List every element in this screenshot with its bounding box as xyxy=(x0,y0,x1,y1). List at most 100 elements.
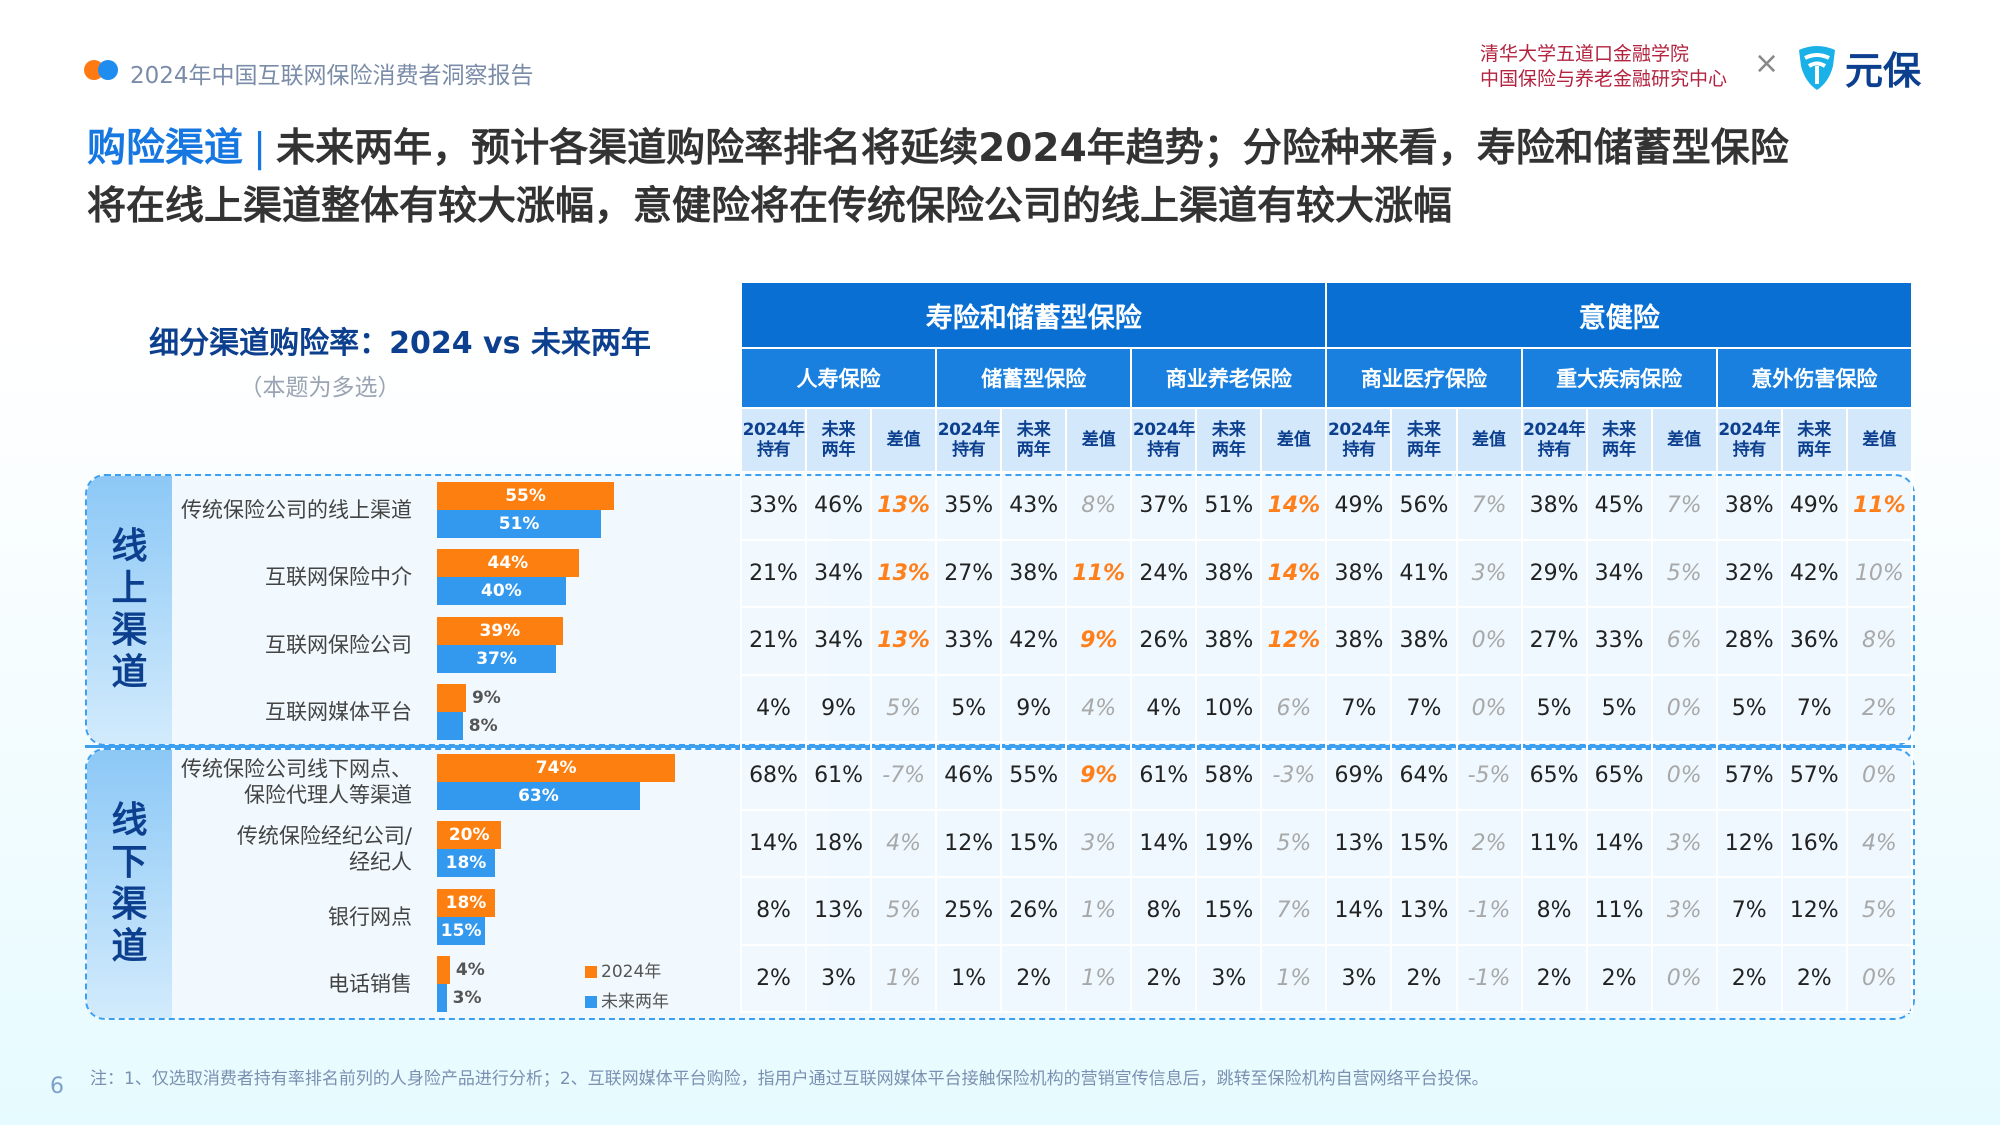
diff-cell: -7% xyxy=(870,741,938,811)
column-header: 差值 xyxy=(1065,407,1133,473)
column-header: 2024年持有 xyxy=(1130,407,1198,473)
table-row: 4% 9% 5% 5% 9% 4% 4% 10% 6% 7% 7% 0% 5% 5% 0% 5% 7% 2% xyxy=(739,673,1914,743)
bar-2024: 44% xyxy=(437,549,579,578)
column-header: 差值 xyxy=(870,407,938,473)
chart-title: 细分渠道购险率：2024 vs 未来两年 xyxy=(149,326,651,361)
bar-2024: 55% xyxy=(437,481,615,510)
rate-cell: 49% xyxy=(1780,471,1848,541)
rate-cell: 14% xyxy=(1585,808,1653,878)
rate-cell: 7% xyxy=(1325,673,1393,743)
diff-cell: 7% xyxy=(1650,471,1718,541)
diff-cell: 5% xyxy=(1260,808,1328,878)
rate-cell: 27% xyxy=(935,538,1003,608)
rate-cell: 8% xyxy=(1130,876,1198,946)
bar-2024: 74% xyxy=(437,753,676,782)
diff-cell: 13% xyxy=(870,538,938,608)
diff-cell: 4% xyxy=(1065,673,1133,743)
rate-cell: 32% xyxy=(1715,538,1783,608)
rate-cell: 38% xyxy=(1000,538,1068,608)
rate-cell: 42% xyxy=(1780,538,1848,608)
diff-cell: 13% xyxy=(870,471,938,541)
category-label: 传统保险经纪公司/经纪人 xyxy=(236,824,412,875)
rate-cell: 5% xyxy=(1520,673,1588,743)
rate-cell: 38% xyxy=(1390,606,1458,676)
bar-future: 8% xyxy=(437,712,498,741)
diff-cell: 8% xyxy=(1065,471,1133,541)
bar-future: 40% xyxy=(437,577,566,606)
institution-name: 清华大学五道口金融学院 中国保险与养老金融研究中心 xyxy=(1480,43,1728,90)
rate-cell: 68% xyxy=(739,741,808,811)
table-row: 14% 18% 4% 12% 15% 3% 14% 19% 5% 13% 15% 2% 11% 14% 3%… xyxy=(739,808,1914,878)
bar-value-label: 74% xyxy=(535,757,577,778)
bar-value-label: 39% xyxy=(479,620,521,641)
rate-cell: 14% xyxy=(1130,808,1198,878)
diff-cell: 5% xyxy=(1845,876,1914,946)
diff-cell: 13% xyxy=(870,606,938,676)
rate-cell: 21% xyxy=(739,606,808,676)
category-label: 银行网点 xyxy=(328,904,412,929)
bar-value-label: 8% xyxy=(468,716,498,737)
diff-cell: 3% xyxy=(1650,876,1718,946)
category-label: 电话销售 xyxy=(328,972,412,997)
diff-cell: 14% xyxy=(1260,538,1328,608)
rate-cell: 38% xyxy=(1325,606,1393,676)
rate-cell: 61% xyxy=(805,741,873,811)
rate-cell: 51% xyxy=(1195,471,1263,541)
rate-cell: 26% xyxy=(1000,876,1068,946)
diff-cell: 1% xyxy=(1065,943,1133,1013)
rate-cell: 13% xyxy=(805,876,873,946)
rate-cell: 25% xyxy=(935,876,1003,946)
diff-cell: 2% xyxy=(1845,673,1914,743)
rate-cell: 27% xyxy=(1520,606,1588,676)
rate-cell: 5% xyxy=(1585,673,1653,743)
diff-cell: 0% xyxy=(1650,741,1718,811)
rate-cell: 28% xyxy=(1715,606,1783,676)
product-header: 重大疾病保险 xyxy=(1520,347,1718,409)
diff-cell: 5% xyxy=(870,673,938,743)
rate-cell: 38% xyxy=(1195,538,1263,608)
report-title: 2024年中国互联网保险消费者洞察报告 xyxy=(130,63,534,89)
rate-cell: 45% xyxy=(1585,471,1653,541)
page-title: 购险渠道 | 未来两年，预计各渠道购险率排名将延续2024年趋势；分险种来看，寿险和… xyxy=(87,126,1789,229)
rate-cell: 3% xyxy=(805,943,873,1013)
rate-cell: 4% xyxy=(739,673,808,743)
column-header: 未来两年 xyxy=(1195,407,1263,473)
rate-cell: 19% xyxy=(1195,808,1263,878)
table-row: 33% 46% 13% 35% 43% 8% 37% 51% 14% 49% 56% 7% 38% 45%… xyxy=(739,471,1914,541)
collab-times: × xyxy=(1754,46,1780,81)
rate-cell: 13% xyxy=(1325,808,1393,878)
bar-value-label: 20% xyxy=(448,825,490,846)
table-row: 21% 34% 13% 27% 38% 11% 24% 38% 14% 38% 41% 3% 29% 34… xyxy=(739,538,1914,608)
page-number: 6 xyxy=(50,1074,64,1099)
legend-future: 未来两年 xyxy=(585,987,669,1017)
group-header: 寿险和储蓄型保险 xyxy=(739,281,1328,349)
diff-cell: 5% xyxy=(1650,538,1718,608)
rate-cell: 38% xyxy=(1195,606,1263,676)
bar-value-label: 63% xyxy=(518,785,559,806)
table-row: 68% 61% -7% 46% 55% 9% 61% 58% -3% 69% 64% -5% 65% 65… xyxy=(739,741,1914,811)
diff-cell: 3% xyxy=(1065,808,1133,878)
diff-cell: 6% xyxy=(1260,673,1328,743)
rate-cell: 11% xyxy=(1520,808,1588,878)
bar-value-label: 55% xyxy=(505,485,546,506)
rate-cell: 3% xyxy=(1195,943,1263,1013)
rate-cell: 42% xyxy=(1000,606,1068,676)
table-row: 21% 34% 13% 33% 42% 9% 26% 38% 12% 38% 38% 0% 27% 33%… xyxy=(739,606,1914,676)
rate-cell: 14% xyxy=(739,808,808,878)
rate-cell: 9% xyxy=(805,673,873,743)
bar-value-label: 37% xyxy=(476,648,517,669)
rate-cell: 1% xyxy=(935,943,1003,1013)
diff-cell: 0% xyxy=(1845,943,1914,1013)
rate-cell: 8% xyxy=(739,876,808,946)
rate-cell: 18% xyxy=(805,808,873,878)
rate-cell: 61% xyxy=(1130,741,1198,811)
rate-cell: 26% xyxy=(1130,606,1198,676)
table-row: 2% 3% 1% 1% 2% 1% 2% 3% 1% 3% 2% -1% 2% 2% 0% 2% 2% 0% xyxy=(739,943,1914,1013)
rate-cell: 33% xyxy=(1585,606,1653,676)
product-header: 商业医疗保险 xyxy=(1325,347,1523,409)
rate-cell: 34% xyxy=(805,538,873,608)
bar-future: 15% xyxy=(437,916,486,945)
bar-future: 18% xyxy=(437,849,495,878)
column-header: 差值 xyxy=(1260,407,1328,473)
legend: 2024年 未来两年 xyxy=(585,957,669,1017)
